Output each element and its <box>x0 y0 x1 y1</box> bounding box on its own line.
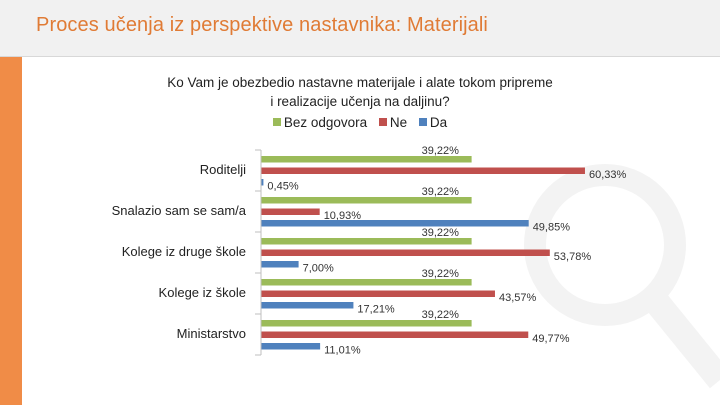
bar-kolege-iz-kole-1 <box>261 290 495 297</box>
legend-label-da: Da <box>429 115 448 130</box>
bar-kolege-iz-druge-kole-0 <box>261 238 472 245</box>
legend-item-ne: Ne <box>378 115 408 130</box>
data-label-ministarstvo-1: 49,77% <box>532 333 570 345</box>
bar-kolege-iz-kole-2 <box>261 302 354 309</box>
bar-ministarstvo-2 <box>261 343 321 350</box>
data-label-ministarstvo-0: 39,22% <box>422 309 460 321</box>
bar-kolege-iz-kole-0 <box>261 279 472 286</box>
data-label-snalazio-sam-se-sam-a-1: 10,93% <box>324 210 362 222</box>
bar-kolege-iz-druge-kole-2 <box>261 261 299 268</box>
data-label-kolege-iz-kole-0: 39,22% <box>422 268 460 280</box>
legend-label-ne: Ne <box>389 115 408 130</box>
category-label-ministarstvo: Ministarstvo <box>177 326 246 341</box>
data-label-kolege-iz-druge-kole-0: 39,22% <box>422 227 460 239</box>
data-label-snalazio-sam-se-sam-a-0: 39,22% <box>422 186 460 198</box>
category-label-kolege-iz-druge-kole: Kolege iz druge škole <box>122 244 246 259</box>
chart-title: Ko Vam je obezbedio nastavne materijale … <box>130 73 590 111</box>
accent-bar <box>0 57 22 405</box>
data-label-roditelji-2: 0,45% <box>267 181 298 193</box>
bar-snalazio-sam-se-sam-a-1 <box>261 208 320 215</box>
bar-snalazio-sam-se-sam-a-0 <box>261 197 472 204</box>
slide-header: Proces učenja iz perspektive nastavnika:… <box>0 0 720 57</box>
bar-ministarstvo-1 <box>261 331 529 338</box>
category-label-snalazio-sam-se-sam-a: Snalazio sam se sam/a <box>112 203 247 218</box>
chart-title-line-2: i realizacije učenja na daljinu? <box>270 94 450 109</box>
bar-roditelji-0 <box>261 156 472 163</box>
legend-item-da: Da <box>418 115 448 130</box>
data-label-kolege-iz-kole-2: 17,21% <box>357 304 395 316</box>
data-label-roditelji-0: 39,22% <box>422 145 460 157</box>
legend-swatch-ne <box>378 118 387 126</box>
chart-legend: Bez odgovora Ne Da <box>130 115 590 130</box>
slide-title: Proces učenja iz perspektive nastavnika:… <box>36 14 488 36</box>
data-label-kolege-iz-kole-1: 43,57% <box>499 292 537 304</box>
data-label-roditelji-1: 60,33% <box>589 169 627 181</box>
legend-swatch-bez-odgovora <box>272 118 281 126</box>
chart-title-line-1: Ko Vam je obezbedio nastavne materijale … <box>167 75 553 90</box>
magnifier-watermark-icon <box>524 164 720 389</box>
data-label-ministarstvo-2: 11,01% <box>324 345 361 357</box>
bar-kolege-iz-druge-kole-1 <box>261 249 550 256</box>
category-label-roditelji: Roditelji <box>200 162 246 177</box>
data-label-kolege-iz-druge-kole-1: 53,78% <box>554 251 592 263</box>
legend-swatch-da <box>418 118 427 126</box>
category-label-kolege-iz-kole: Kolege iz škole <box>159 285 246 300</box>
data-label-snalazio-sam-se-sam-a-2: 49,85% <box>533 222 571 234</box>
legend-item-bez-odgovora: Bez odgovora <box>272 115 368 130</box>
bar-ministarstvo-0 <box>261 320 472 327</box>
bar-snalazio-sam-se-sam-a-2 <box>261 220 529 227</box>
bar-roditelji-1 <box>261 167 585 174</box>
bar-roditelji-2 <box>261 179 264 186</box>
data-label-kolege-iz-druge-kole-2: 7,00% <box>303 263 334 275</box>
legend-label-bez-odgovora: Bez odgovora <box>283 115 368 130</box>
